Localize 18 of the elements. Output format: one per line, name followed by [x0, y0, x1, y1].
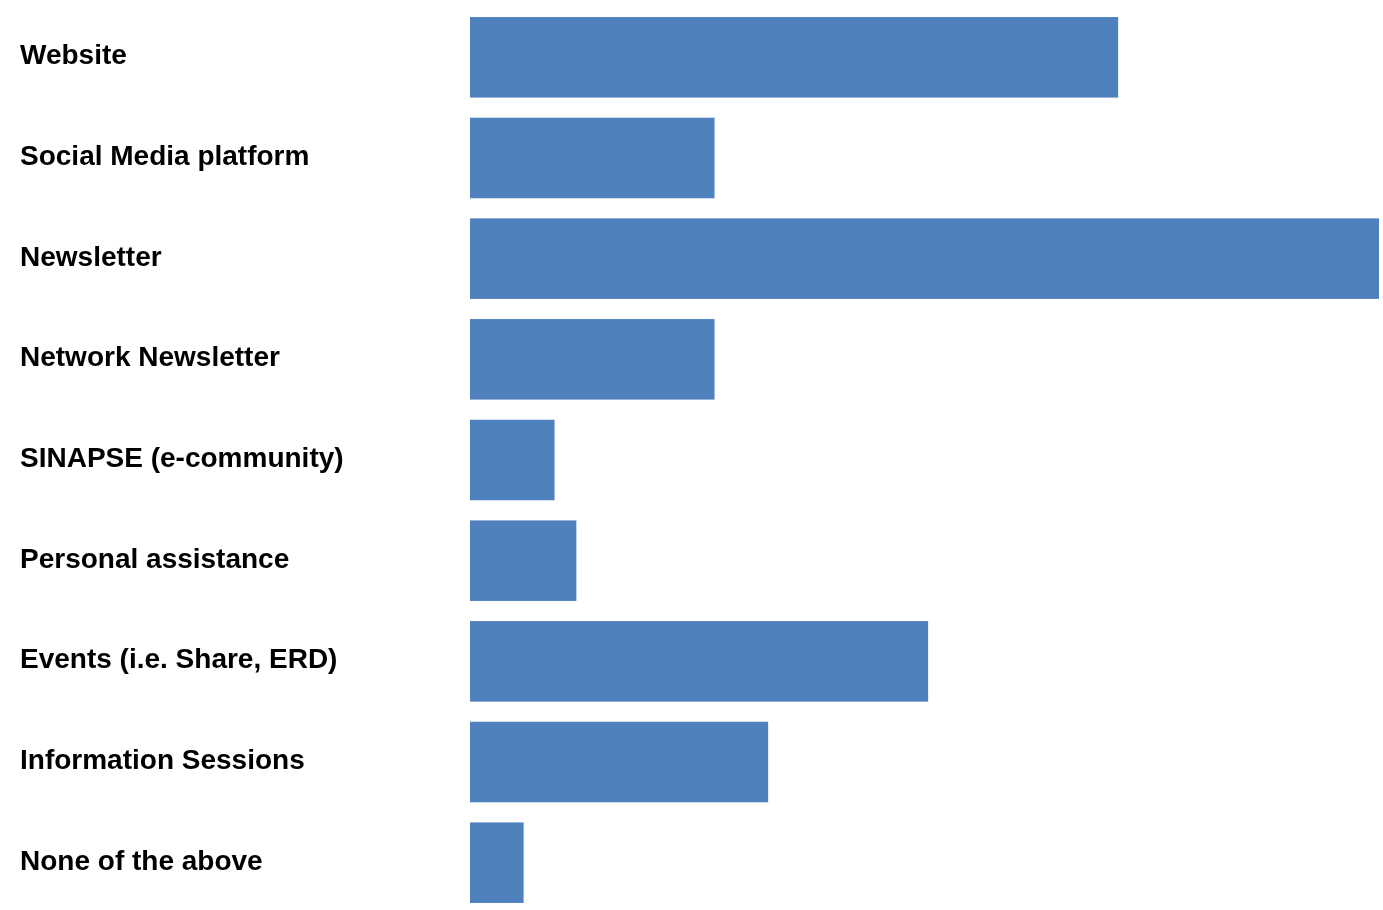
bar [470, 822, 524, 903]
bar [470, 319, 715, 400]
y-tick-label: None of the above [20, 845, 263, 877]
y-tick-label: Newsletter [20, 241, 162, 273]
y-tick-label: Events (i.e. Share, ERD) [20, 643, 338, 675]
y-tick-label: Information Sessions [20, 744, 305, 776]
bar [470, 721, 769, 803]
bar [470, 17, 1119, 98]
bar [470, 621, 929, 702]
y-tick-label: Personal assistance [20, 543, 290, 575]
y-tick-label: Social Media platform [20, 140, 310, 172]
y-tick-label: SINAPSE (e-community) [20, 442, 344, 474]
bar [470, 520, 577, 601]
bar [470, 117, 715, 199]
y-tick-label: Website [20, 39, 127, 71]
bar [470, 218, 1379, 299]
y-tick-label: Network Newsletter [20, 341, 280, 373]
bar [470, 419, 555, 501]
